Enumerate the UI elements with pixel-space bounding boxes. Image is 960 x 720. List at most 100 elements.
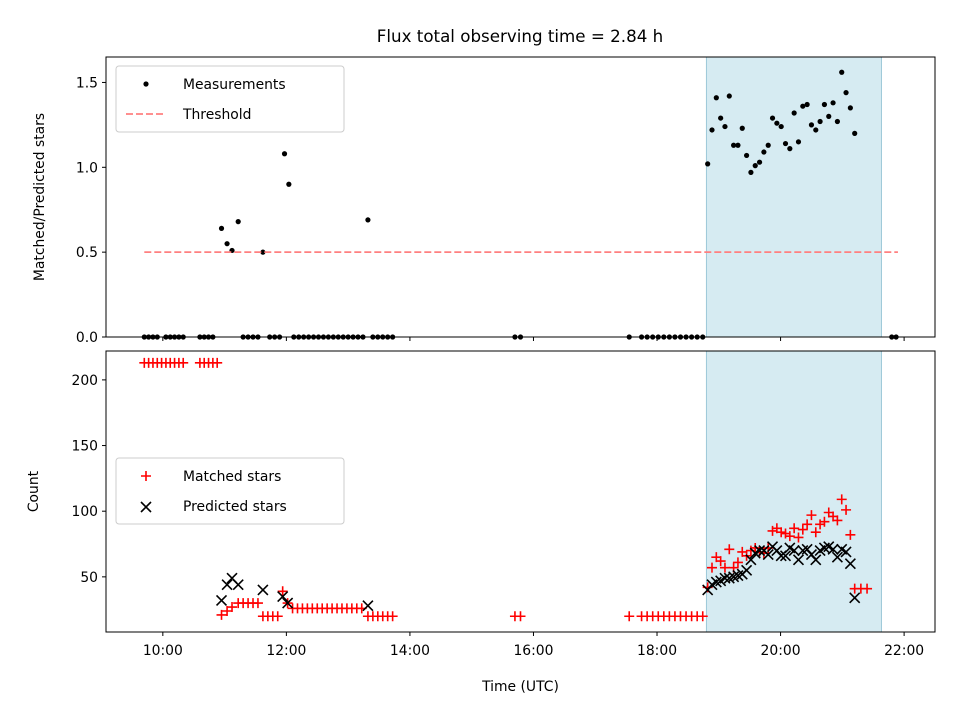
measurement-point (782, 140, 789, 147)
x-tick-label: 18:00 (637, 643, 677, 659)
predicted-star-point (810, 554, 822, 566)
matched-star-point (715, 556, 726, 567)
ratio-legend: Measurements Threshold (115, 65, 345, 133)
predicted-star-point (741, 564, 753, 576)
measurement-point (795, 139, 802, 145)
measurement-point (852, 130, 858, 136)
chart-title: Flux total observing time = 2.84 h (377, 26, 663, 46)
x-tick-label: 10:00 (143, 643, 183, 659)
predicted-star-point (762, 548, 774, 561)
measurements-legend-marker (143, 81, 149, 87)
measurement-point (286, 181, 292, 187)
matched-star-point (212, 357, 223, 368)
matched-star-point (797, 524, 808, 535)
predicted-star-point (232, 579, 244, 591)
predicted-stars-legend-marker (140, 501, 152, 513)
matched-star-point (784, 531, 795, 542)
matched-star-point (845, 529, 856, 540)
predicted-star-point (753, 545, 766, 557)
predicted-star-point (792, 554, 805, 566)
predicted-star-point (788, 545, 800, 557)
y-tick-label: 50 (80, 570, 98, 586)
measurement-point (778, 123, 784, 130)
matched-star-point (515, 611, 526, 622)
y-tick-label: 150 (71, 439, 98, 455)
x-tick-label: 16:00 (513, 643, 553, 659)
y-tick-label: 200 (71, 373, 98, 389)
predicted-star-point (827, 543, 839, 555)
measurement-point (748, 169, 754, 175)
y-tick-label: 1.5 (76, 75, 98, 91)
measurement-point (743, 152, 750, 159)
matched-star-point (624, 611, 635, 622)
panel-counts: 50 100 150 200 10:00 12:00 14:00 16:00 18:00 20:… (26, 350, 936, 695)
measurement-point (735, 142, 741, 148)
matched-star-point (841, 504, 852, 515)
count-x-axis: 10:00 12:00 14:00 16:00 18:00 20:00 22:00 (143, 632, 924, 659)
measurement-point (756, 159, 763, 165)
matched-star-point (252, 598, 263, 609)
matched-star-point (776, 527, 787, 538)
measurement-point (761, 149, 767, 155)
matched-star-point (732, 557, 743, 568)
measurements-legend-label: Measurements (183, 77, 286, 93)
panel-ratio: 0.0 0.5 1.0 1.5 Matched/Predicted stars Mea… (32, 56, 936, 346)
ratio-marks (141, 69, 899, 340)
y-tick-label: 0.0 (76, 330, 98, 346)
matched-star-point (272, 611, 283, 622)
predicted-star-point (221, 579, 233, 591)
measurement-point (752, 163, 758, 169)
measurement-point (718, 115, 724, 121)
ratio-y-axis: 0.0 0.5 1.0 1.5 (76, 75, 106, 346)
matched-star-point (862, 583, 873, 594)
ratio-x-axis (162, 337, 905, 341)
y-tick-label: 0.5 (76, 245, 98, 261)
measurement-point (821, 101, 828, 108)
time-x-axis-label: Time (UTC) (481, 679, 559, 695)
measurement-point (365, 217, 371, 223)
matched-star-point (836, 494, 847, 505)
count-legend-box (115, 457, 345, 525)
measurement-point (830, 100, 836, 106)
y-tick-label: 100 (71, 504, 98, 520)
matched-star-point (706, 562, 717, 573)
predicted-star-point (844, 558, 856, 570)
predicted-star-point (277, 590, 289, 603)
predicted-star-point (745, 554, 757, 566)
count-axes-frame (105, 350, 936, 633)
measurement-point (260, 249, 266, 255)
matched-stars-legend-marker (141, 471, 151, 481)
measurement-point (787, 146, 793, 152)
measurement-point (281, 151, 288, 157)
matched-star-point (724, 544, 735, 555)
predicted-star-point (849, 592, 861, 604)
matched-star-point (819, 516, 830, 527)
matched-star-point (227, 602, 238, 613)
ratio-axes-frame (105, 56, 936, 338)
matched-star-point (178, 357, 189, 368)
measurement-point (705, 161, 711, 167)
predicted-star-point (831, 551, 843, 563)
count-legend: Matched stars Predicted stars (115, 457, 345, 525)
x-tick-label: 22:00 (884, 643, 924, 659)
measurement-point (726, 93, 732, 99)
predicted-star-point (779, 550, 792, 562)
matched-star-point (216, 609, 227, 620)
y-tick-label: 1.0 (76, 160, 98, 176)
x-tick-label: 20:00 (761, 643, 801, 659)
count-y-axis-label: Count (26, 470, 42, 512)
measurement-point (731, 142, 737, 148)
measurement-point (218, 225, 225, 231)
matched-star-point (802, 519, 813, 530)
predicted-star-point (215, 594, 228, 607)
measurement-point (709, 127, 715, 133)
measurement-point (813, 127, 819, 133)
measurement-point (774, 120, 780, 126)
measurement-point (791, 110, 797, 116)
measurement-point (834, 118, 840, 125)
predicted-star-point (257, 584, 269, 596)
matched-star-point (719, 562, 730, 573)
count-y-axis: 50 100 150 200 (71, 373, 106, 586)
matched-star-point (793, 532, 804, 543)
matched-star-point (832, 515, 843, 526)
